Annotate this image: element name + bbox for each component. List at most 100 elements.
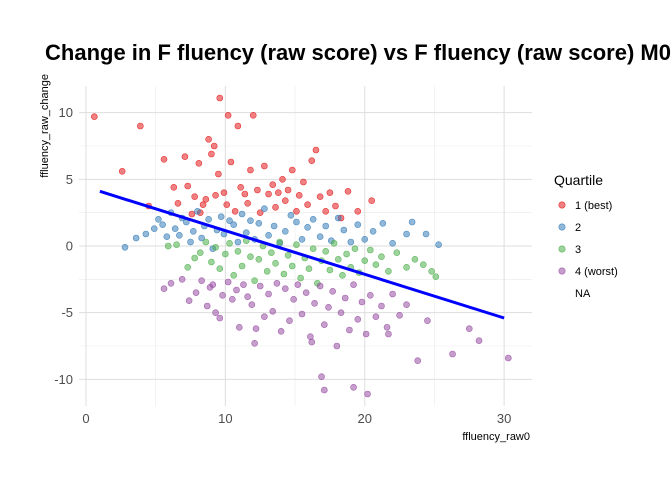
legend-label: NA xyxy=(575,288,591,300)
data-point xyxy=(230,272,238,279)
data-point xyxy=(212,309,219,316)
data-point xyxy=(226,217,233,224)
data-point xyxy=(233,286,240,294)
y-tick-label: -5 xyxy=(61,305,73,320)
x-axis-label: ffluency_raw0 xyxy=(462,431,530,443)
data-point xyxy=(223,201,231,208)
data-point xyxy=(304,224,311,231)
data-point xyxy=(132,234,140,242)
data-point xyxy=(344,188,352,195)
data-point xyxy=(307,333,314,340)
data-point xyxy=(316,282,324,290)
data-point xyxy=(339,272,346,279)
data-point xyxy=(325,304,332,311)
data-point xyxy=(261,162,268,170)
data-point xyxy=(254,186,261,194)
legend-key xyxy=(558,267,566,275)
data-point xyxy=(362,330,370,338)
data-point xyxy=(210,142,218,150)
data-point xyxy=(208,150,215,158)
x-tick-label: 30 xyxy=(497,411,511,426)
data-point xyxy=(212,244,219,251)
data-point xyxy=(346,326,353,334)
data-point xyxy=(309,245,317,252)
data-point xyxy=(198,277,205,284)
data-point xyxy=(230,221,238,228)
data-point xyxy=(251,340,258,347)
data-point xyxy=(237,184,244,191)
data-point xyxy=(208,258,215,266)
data-point xyxy=(422,230,430,238)
data-point xyxy=(229,296,236,303)
legend-title: Quartile xyxy=(554,172,603,188)
data-point xyxy=(385,330,392,338)
data-point xyxy=(354,316,362,323)
data-point xyxy=(383,324,391,331)
data-point xyxy=(372,261,380,268)
x-tick-label: 0 xyxy=(82,411,89,426)
data-point xyxy=(334,214,342,222)
data-point xyxy=(251,277,258,284)
data-point xyxy=(302,289,310,296)
y-tick-label: -10 xyxy=(54,372,73,387)
data-point xyxy=(191,193,198,200)
data-point xyxy=(311,300,318,307)
data-point xyxy=(265,290,272,298)
data-point xyxy=(326,189,334,196)
data-point xyxy=(334,256,342,263)
data-point xyxy=(286,317,293,324)
y-axis-ticks: -10 -5 0 5 10 xyxy=(54,105,73,387)
legend-label: 3 xyxy=(575,244,581,256)
x-tick-label: 20 xyxy=(358,411,372,426)
data-point xyxy=(118,168,126,175)
data-point xyxy=(265,190,272,198)
legend-label: 4 (worst) xyxy=(575,266,618,278)
data-points xyxy=(91,94,512,398)
data-point xyxy=(203,302,211,310)
data-point xyxy=(432,273,440,280)
data-point xyxy=(321,386,328,394)
data-point xyxy=(240,281,247,288)
data-point xyxy=(194,208,201,215)
data-point xyxy=(173,241,180,248)
data-point xyxy=(195,160,203,167)
legend-items: 1 (best) 2 3 4 (worst) NA xyxy=(558,200,618,300)
data-point xyxy=(298,310,306,318)
x-axis-ticks: 0 10 20 30 xyxy=(82,411,511,426)
y-tick-label: 5 xyxy=(66,172,73,187)
data-point xyxy=(160,285,168,292)
data-point xyxy=(330,240,338,247)
data-point xyxy=(419,261,427,268)
data-point xyxy=(199,201,207,208)
data-point xyxy=(176,232,183,239)
data-point xyxy=(234,122,242,130)
data-point xyxy=(224,278,232,286)
data-point xyxy=(293,241,300,248)
data-point xyxy=(187,238,194,246)
data-point xyxy=(281,197,289,204)
data-point xyxy=(163,233,171,240)
data-point xyxy=(379,220,387,227)
data-point xyxy=(224,112,232,119)
data-point xyxy=(414,357,422,364)
data-point xyxy=(256,282,264,290)
data-point xyxy=(449,350,456,358)
data-point xyxy=(174,200,182,207)
data-point xyxy=(316,233,324,240)
data-point xyxy=(272,260,279,267)
trend-line-group xyxy=(99,189,505,320)
data-point xyxy=(294,281,302,288)
data-point xyxy=(244,200,251,207)
data-point xyxy=(284,252,292,259)
data-point xyxy=(279,176,286,183)
data-point xyxy=(326,266,334,274)
data-point xyxy=(263,268,271,275)
data-point xyxy=(290,296,297,303)
data-point xyxy=(428,268,435,275)
data-point xyxy=(378,253,385,260)
data-point xyxy=(242,229,250,236)
data-point xyxy=(142,230,150,238)
data-point xyxy=(367,246,374,254)
data-point xyxy=(298,236,306,243)
data-point xyxy=(288,166,296,174)
